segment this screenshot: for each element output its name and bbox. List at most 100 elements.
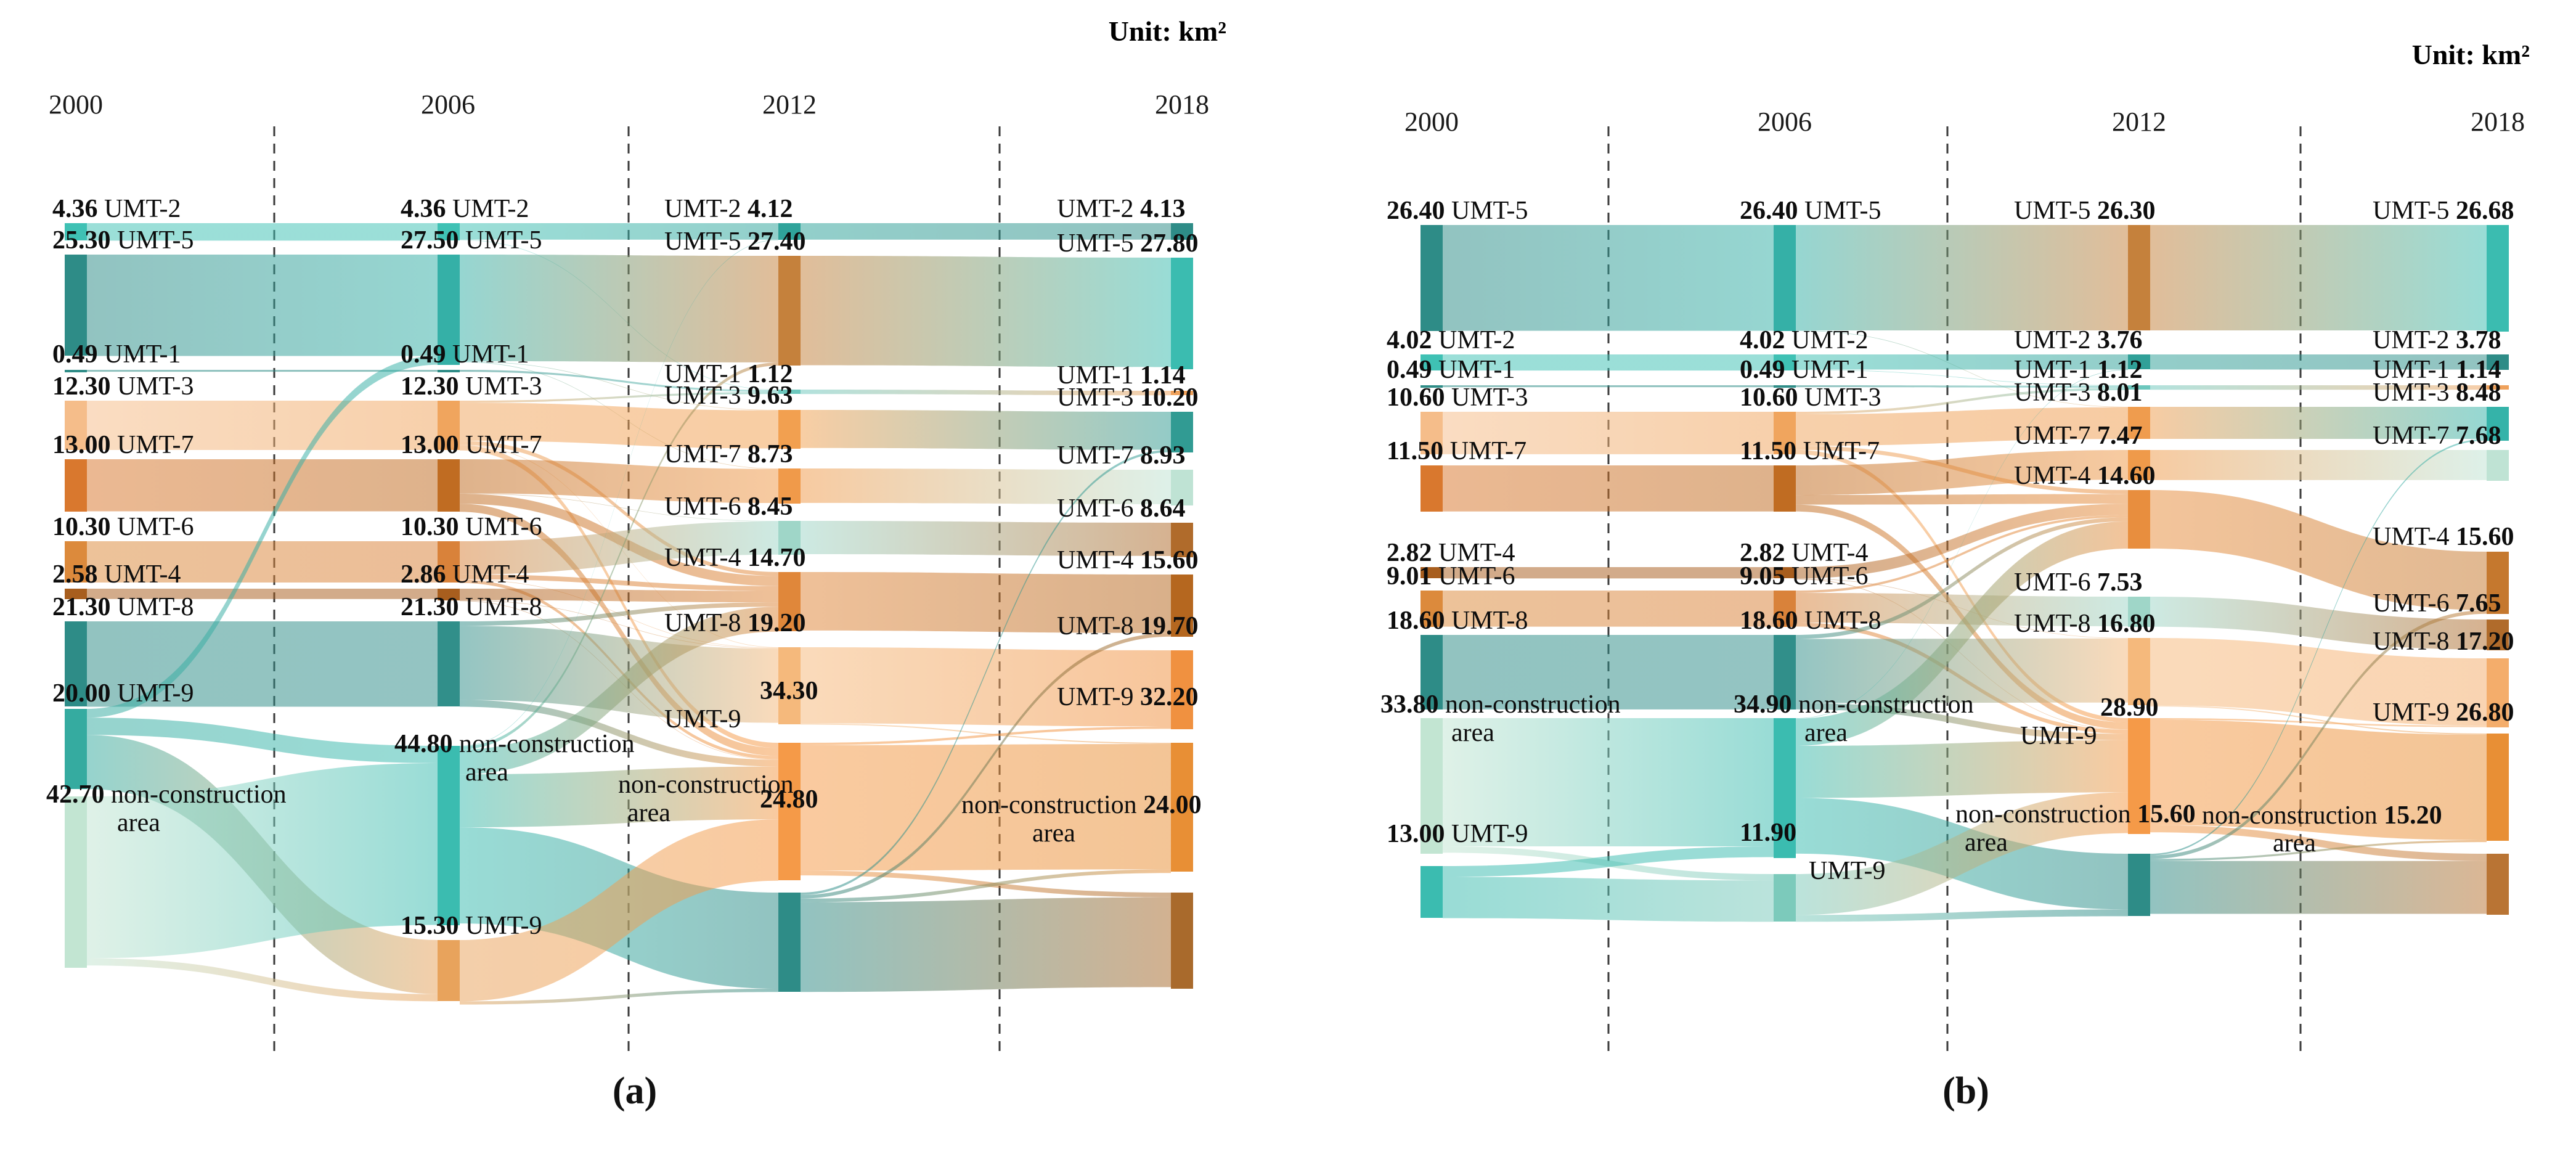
node-nc-2006 (438, 746, 460, 925)
node-label-u7-2012: UMT-7 7.47 (2014, 422, 2143, 450)
flow-u7-to-u9 (460, 504, 778, 756)
node-label-u6-2000: 10.30 UMT-6 (52, 513, 194, 541)
node-label-u6-2006: 9.05 UMT-6 (1740, 562, 1869, 591)
node-nc-2012 (2128, 854, 2150, 916)
node-u5-2012 (2128, 225, 2150, 330)
flow-u9-to-nc (460, 989, 778, 1005)
node-label-u1-2006: 0.49 UMT-1 (401, 340, 529, 369)
flow-u7-to-u7 (1443, 465, 1774, 512)
flow-u3-to-u1 (460, 391, 778, 403)
node-u4-2012 (778, 572, 801, 631)
flow-u9-to-u9 (460, 819, 778, 1002)
node-u6-2006 (438, 541, 460, 583)
node-label-u9-2012: UMT-9 (664, 705, 741, 734)
flow-u6-to-u6 (801, 521, 1171, 556)
node-label-nc-2006: area (465, 758, 508, 787)
node-u1-2012 (778, 390, 801, 394)
flow-nc-to-u9 (2150, 840, 2487, 861)
flow-u2-to-u2 (801, 223, 1171, 240)
node-u1-2000 (65, 370, 87, 372)
flow-u5-to-u5 (1443, 225, 1774, 331)
unit-label-panel-b: Unit: km² (2411, 39, 2530, 70)
flow-u6-to-u6 (460, 521, 778, 574)
flow-u5-to-u3 (460, 361, 778, 411)
node-u1-2018 (1171, 391, 1193, 395)
node-label-u7-2018: UMT-7 8.93 (1057, 441, 1186, 470)
flow-u7-to-u7 (1796, 450, 2128, 496)
flow-u3-to-u3 (801, 410, 1171, 450)
flow-u4-to-u4 (460, 589, 778, 603)
flow-u9-to-nc (801, 870, 1171, 898)
node-u2-2006 (438, 223, 460, 240)
node-label-u7-2000: 11.50 UMT-7 (1387, 437, 1527, 465)
node-label-u1-2018: UMT-1 1.14 (1057, 361, 1186, 390)
node-u6-2018 (1171, 523, 1193, 557)
node-label-u5-2000: 25.30 UMT-5 (52, 226, 194, 255)
flow-u3-to-u3 (2150, 407, 2487, 439)
node-label-u4-2018: UMT-4 15.60 (2373, 523, 2514, 551)
node-label-u3-2006: 10.60 UMT-3 (1740, 383, 1881, 412)
flow-nc-to-u2 (1796, 369, 2128, 719)
node-label-u4-2006: 2.86 UMT-4 (401, 560, 529, 589)
node-u4-2000 (1420, 567, 1443, 578)
flow-nc-to-u9 (1796, 740, 2128, 798)
node-u6-2000 (65, 541, 87, 583)
node-label-nc-2006: 44.80 non-construction (394, 730, 635, 758)
node-u2-2000 (1420, 354, 1443, 370)
node-label-u9-2012: 28.90 (2100, 693, 2159, 722)
node-u4-2000 (65, 589, 87, 599)
flow-u9-to-u8 (801, 726, 1171, 745)
flow-nc-to-u9 (87, 958, 438, 1002)
node-u5-2000 (1420, 225, 1443, 331)
node-label-u4-2000: 2.58 UMT-4 (52, 560, 181, 589)
node-u6-2012 (2128, 597, 2150, 627)
node-label-u7-2006: 13.00 UMT-7 (401, 431, 542, 459)
node-label-u3-2000: 12.30 UMT-3 (52, 372, 194, 401)
node-u8-2000 (65, 621, 87, 706)
node-u2-2012 (2128, 354, 2150, 369)
node-label-u2-2012: UMT-2 4.12 (664, 195, 793, 223)
node-label-u9-2006: 15.30 UMT-9 (401, 912, 542, 940)
flow-u1-to-u1 (801, 390, 1171, 396)
flow-u3-to-u3 (87, 401, 438, 450)
year-label-2006: 2006 (421, 89, 475, 120)
flow-u8-to-u8 (1796, 638, 2128, 703)
node-u8-2006 (438, 621, 460, 706)
node-u9-2006 (1774, 874, 1796, 922)
node-u4-2012 (2128, 490, 2150, 549)
node-u7-2018 (1171, 470, 1193, 505)
node-label-u8-2018: UMT-8 19.70 (1057, 612, 1199, 640)
flow-u5-to-u5 (1796, 225, 2128, 330)
node-label-u2-2018: UMT-2 4.13 (1057, 195, 1186, 223)
flow-nc-to-u5 (460, 362, 778, 750)
node-label-nc-2000: area (1451, 719, 1494, 747)
flow-u5-to-u5 (2150, 225, 2487, 330)
node-label-u5-2018: UMT-5 27.80 (1057, 229, 1199, 258)
node-label-u9-2006: UMT-9 (1809, 857, 1886, 885)
node-u2-2018 (2487, 354, 2509, 370)
year-label-2012: 2012 (762, 89, 817, 120)
node-label-u3-2000: 10.60 UMT-3 (1387, 383, 1528, 412)
node-u1-2018 (2487, 385, 2509, 390)
flow-u8-to-u8 (460, 626, 778, 723)
node-u6-2018 (2487, 619, 2509, 650)
flow-u9-to-nc (87, 718, 438, 763)
node-u3-2000 (1420, 412, 1443, 454)
flow-u4-to-u4 (1796, 504, 2128, 579)
node-u8-2006 (1774, 635, 1796, 709)
node-label-u9-2018: UMT-9 32.20 (1057, 683, 1199, 711)
node-u9-2012 (778, 743, 801, 880)
flow-u6-to-u6 (1796, 592, 2128, 627)
node-label-u8-2006: 18.60 UMT-8 (1740, 607, 1881, 635)
node-label-u9-2012: 34.30 (760, 677, 818, 705)
flow-u5-to-u5 (87, 255, 438, 356)
node-label-u5-2018: UMT-5 26.68 (2373, 197, 2514, 225)
node-label-u9-2000: 13.00 UMT-9 (1387, 820, 1528, 848)
node-label-u3-2006: 12.30 UMT-3 (401, 372, 542, 401)
node-label-u8-2012: UMT-8 16.80 (2014, 610, 2156, 638)
node-u1-2006 (438, 370, 460, 372)
flow-u8-to-u9 (460, 700, 778, 767)
flow-u4-to-u4 (2150, 490, 2487, 610)
